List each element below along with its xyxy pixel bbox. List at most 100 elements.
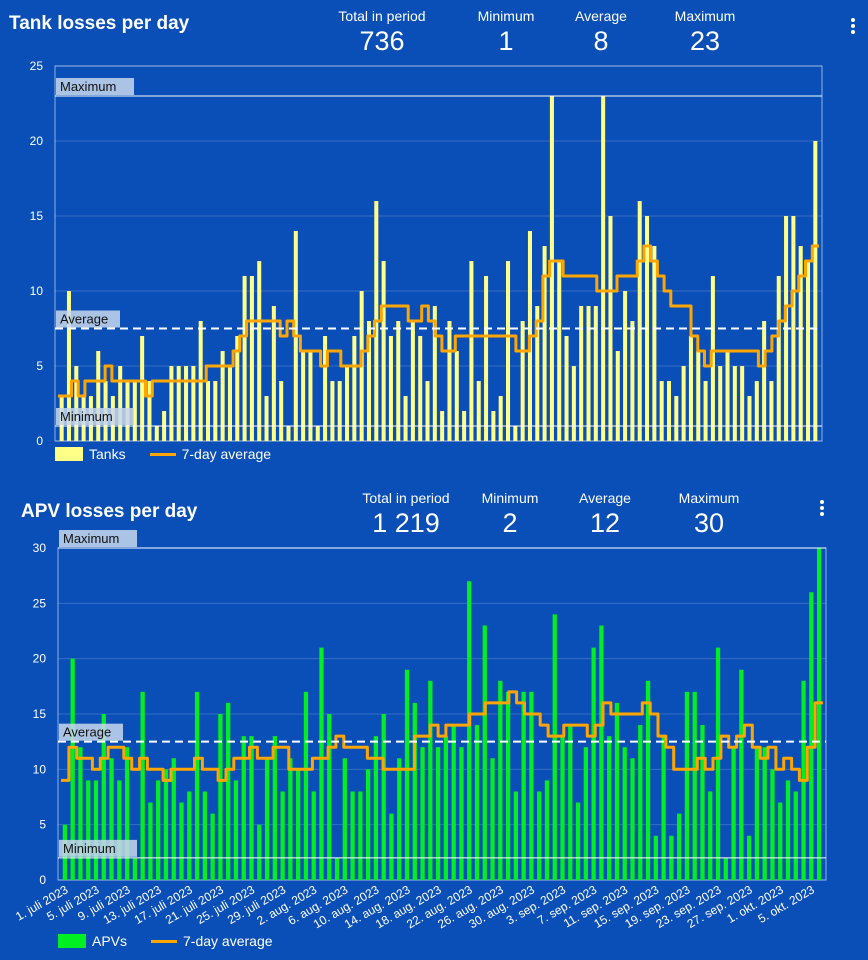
bar: [381, 714, 386, 880]
bar: [513, 791, 519, 880]
bar: [288, 758, 293, 880]
bar: [272, 736, 277, 880]
bar: [677, 813, 682, 880]
bar: [323, 336, 328, 441]
y-tick-label: 0: [39, 873, 46, 887]
legend-swatch: [55, 447, 83, 461]
legend-item-tanks[interactable]: Tanks: [55, 446, 126, 462]
bar: [280, 791, 285, 880]
bar: [739, 669, 744, 880]
bar: [776, 276, 781, 441]
bar: [529, 691, 534, 880]
bar: [388, 336, 393, 441]
legend-label: APVs: [92, 933, 128, 949]
bar: [537, 791, 542, 880]
bar: [184, 366, 189, 441]
bar: [700, 725, 705, 880]
bar: [681, 366, 686, 441]
bar: [696, 351, 701, 441]
bar: [599, 625, 604, 880]
bar: [762, 747, 767, 880]
bar: [674, 396, 679, 441]
reference-label-box: [56, 408, 134, 425]
bar: [257, 261, 262, 441]
stat-label: Total in period: [338, 8, 426, 24]
bar: [86, 780, 91, 880]
bar: [109, 758, 114, 880]
legend-item-average[interactable]: 7-day average: [141, 933, 273, 949]
bar: [579, 306, 584, 441]
bar: [403, 396, 408, 441]
stat-label: Minimum: [481, 490, 539, 506]
bar: [350, 791, 355, 880]
chart-legend: Tanks 7-day average: [55, 446, 285, 462]
chart-title: APV losses per day: [21, 501, 198, 522]
bar: [770, 769, 775, 880]
bar: [404, 669, 410, 880]
bar: [187, 791, 192, 880]
bar: [552, 614, 557, 880]
bar: [249, 736, 254, 880]
reference-label: Minimum: [63, 841, 116, 856]
reference-label: Average: [60, 312, 108, 327]
stat-value: 1 219: [372, 508, 440, 538]
bar: [747, 396, 752, 441]
bar: [520, 321, 525, 441]
stat-maximum: Maximum 30: [649, 490, 769, 539]
average-line: [58, 244, 819, 398]
bar: [498, 396, 503, 441]
bar: [482, 625, 487, 880]
bar: [568, 725, 573, 880]
bar: [337, 381, 342, 441]
bar: [132, 381, 137, 441]
more-menu-icon[interactable]: [846, 16, 860, 36]
y-tick-label: 20: [30, 134, 44, 148]
bar: [614, 702, 620, 880]
legend-item-average[interactable]: 7-day average: [140, 446, 271, 462]
bar: [296, 769, 301, 880]
legend-swatch: [58, 934, 86, 948]
bar: [235, 336, 240, 441]
bar: [684, 691, 690, 880]
bar: [366, 321, 371, 441]
bar: [638, 725, 643, 880]
bar: [661, 736, 666, 880]
y-tick-label: 5: [39, 818, 46, 832]
more-menu-icon[interactable]: [815, 498, 829, 518]
bar: [754, 747, 760, 880]
bar: [608, 216, 613, 441]
bar: [432, 306, 437, 441]
bar: [435, 747, 441, 880]
stat-value: 2: [502, 508, 518, 538]
bar: [242, 276, 247, 441]
bar: [710, 276, 715, 441]
stat-value: 8: [593, 26, 609, 56]
stat-average: Average 12: [545, 490, 665, 539]
bar: [630, 758, 635, 880]
bar: [147, 381, 152, 441]
bar: [447, 321, 452, 441]
reference-label: Maximum: [60, 79, 116, 94]
legend-item-apvs[interactable]: APVs: [58, 933, 127, 949]
bar: [96, 351, 101, 441]
bar: [271, 306, 276, 441]
bar: [469, 261, 474, 441]
bar: [210, 813, 215, 880]
bar: [575, 802, 581, 880]
bar: [740, 366, 745, 441]
reference-label-box: [59, 530, 137, 547]
bar: [583, 747, 588, 880]
stat-value: 12: [589, 508, 621, 538]
bar: [428, 680, 433, 880]
y-tick-label: 15: [33, 707, 47, 721]
y-tick-label: 5: [36, 359, 43, 373]
bar: [279, 381, 284, 441]
bar: [809, 592, 814, 880]
bar: [425, 381, 430, 441]
bar: [396, 321, 401, 441]
reference-label: Minimum: [60, 409, 113, 424]
bar: [218, 714, 223, 880]
bar: [791, 216, 796, 441]
stat-value: 30: [693, 508, 725, 538]
bar: [412, 702, 417, 880]
